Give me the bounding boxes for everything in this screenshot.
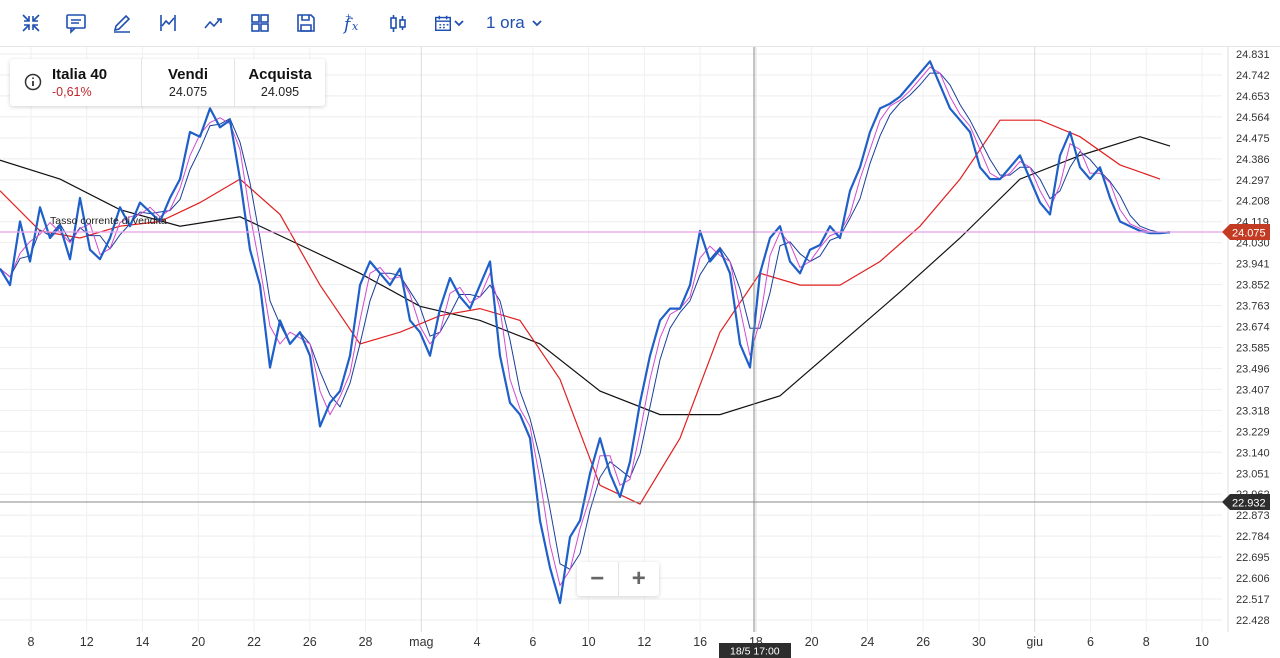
price-tick-label: 23.585: [1236, 342, 1270, 354]
chart-grid: [0, 47, 1229, 632]
date-tick-label: 24: [860, 635, 874, 649]
crosshair-price-tag: 22.932: [1222, 494, 1270, 510]
price-tick-label: 23.674: [1236, 322, 1270, 334]
indicator-icon[interactable]: [153, 8, 183, 38]
instrument-name: Italia 40: [52, 66, 108, 83]
svg-text:f: f: [342, 15, 353, 34]
date-tick-label: 30: [972, 635, 986, 649]
price-line: [0, 60, 1171, 605]
price-chart[interactable]: 24.831 24.742 24.653 24.564 24.475 24.386 24.2…: [0, 47, 1280, 658]
svg-text:+: +: [345, 12, 352, 21]
price-tick-label: 23.051: [1236, 468, 1270, 480]
price-tick-label: 22.606: [1236, 573, 1270, 585]
price-tick-label: 23.852: [1236, 280, 1270, 292]
sell-label: Vendi: [167, 66, 208, 83]
date-tick-label: 20: [805, 635, 819, 649]
price-tick-label: 24.208: [1236, 196, 1270, 208]
price-tick-label: 23.496: [1236, 363, 1270, 375]
date-tick-label: 10: [1195, 635, 1209, 649]
ma-blue-line: [0, 72, 1171, 570]
ma-fast-line: [0, 66, 1171, 587]
price-tick-label: 24.653: [1236, 91, 1270, 103]
price-tick-label: 22.695: [1236, 552, 1270, 564]
date-tick-label: 14: [136, 635, 150, 649]
date-tick-label: 10: [582, 635, 596, 649]
date-tick-label: 6: [529, 635, 536, 649]
price-tick-label: 24.475: [1236, 133, 1270, 145]
save-icon[interactable]: [291, 8, 321, 38]
ma-slow-line: [0, 136, 1171, 416]
price-tick-label: 24.742: [1236, 70, 1270, 82]
current-price-tag: 24.075: [1222, 224, 1270, 240]
info-icon[interactable]: [24, 73, 42, 91]
crosshair-price-tag-text: 22.932: [1232, 498, 1266, 510]
date-axis: 8 12 14 20 22 26 28 mag 4 6 10 12 16 18 20 24 26 30 giu 6 8 1…: [28, 635, 1209, 649]
date-tick-label: mag: [409, 635, 433, 649]
buy-price: 24.095: [260, 85, 300, 99]
price-tick-label: 24.386: [1236, 154, 1270, 166]
current-price-tag-text: 24.075: [1232, 228, 1266, 240]
price-tick-label: 23.941: [1236, 259, 1270, 271]
chevron-down-icon: [532, 20, 542, 27]
price-tick-label: 22.517: [1236, 594, 1270, 606]
collapse-icon[interactable]: [16, 8, 46, 38]
pencil-icon[interactable]: [107, 8, 137, 38]
price-tick-label: 24.831: [1236, 49, 1270, 61]
price-tick-label: 22.428: [1236, 615, 1270, 627]
date-tick-label: 4: [474, 635, 481, 649]
zoom-in-button[interactable]: +: [631, 565, 646, 592]
price-tick-label: 23.407: [1236, 384, 1270, 396]
date-tick-label: 20: [191, 635, 205, 649]
buy-label: Acquista: [248, 66, 312, 83]
timeframe-label: 1 ora: [486, 13, 525, 32]
date-tick-label: 12: [637, 635, 651, 649]
price-axis: 24.831 24.742 24.653 24.564 24.475 24.386 24.2…: [1236, 49, 1270, 627]
candlestick-icon[interactable]: [383, 8, 413, 38]
date-tick-label: 12: [80, 635, 94, 649]
date-tick-label: 8: [1143, 635, 1150, 649]
buy-button[interactable]: Acquista 24.095: [235, 59, 325, 106]
chat-icon[interactable]: [61, 8, 91, 38]
price-tick-label: 24.030: [1236, 238, 1270, 250]
price-tick-label: 22.873: [1236, 510, 1270, 522]
date-tick-label: giu: [1026, 635, 1043, 649]
date-tick-label: 28: [359, 635, 373, 649]
price-tick-label: 23.318: [1236, 405, 1270, 417]
svg-text:x: x: [352, 20, 359, 33]
date-tick-label: 16: [693, 635, 707, 649]
price-tick-label: 23.763: [1236, 301, 1270, 313]
date-tick-label: 22: [247, 635, 261, 649]
date-tick-label: 8: [28, 635, 35, 649]
current-rate-label: Tasso corrente di vendita: [50, 215, 167, 227]
chart-toolbar: f x + 1 ora: [0, 0, 1280, 47]
ma-mid-line: [0, 119, 1161, 505]
date-tick-label: 26: [303, 635, 317, 649]
instrument-summary[interactable]: Italia 40 -0,61%: [10, 59, 142, 106]
price-tick-label: 22.784: [1236, 531, 1270, 543]
grid-layout-icon[interactable]: [245, 8, 275, 38]
function-icon[interactable]: f x +: [337, 8, 367, 38]
date-tick-label: 6: [1087, 635, 1094, 649]
trend-icon[interactable]: [199, 8, 229, 38]
crosshair-time-tag: 18/5 17:00: [719, 643, 791, 658]
zoom-controls: − +: [577, 562, 659, 596]
instrument-card: Italia 40 -0,61% Vendi 24.075 Acquista 2…: [10, 59, 325, 106]
date-tick-label: 26: [916, 635, 930, 649]
instrument-change: -0,61%: [52, 85, 92, 99]
price-tick-label: 24.564: [1236, 112, 1270, 124]
price-tick-label: 23.229: [1236, 426, 1270, 438]
price-tick-label: 24.297: [1236, 175, 1270, 187]
crosshair-time-tag-text: 18/5 17:00: [730, 646, 780, 658]
sell-price: 24.075: [168, 85, 208, 99]
timeframe-dropdown[interactable]: 1 ora: [486, 8, 543, 38]
zoom-out-button[interactable]: −: [577, 562, 619, 596]
price-tick-label: 23.140: [1236, 447, 1270, 459]
sell-button[interactable]: Vendi 24.075: [142, 59, 235, 106]
chart-series: [0, 60, 1171, 605]
calendar-icon[interactable]: [429, 8, 469, 38]
